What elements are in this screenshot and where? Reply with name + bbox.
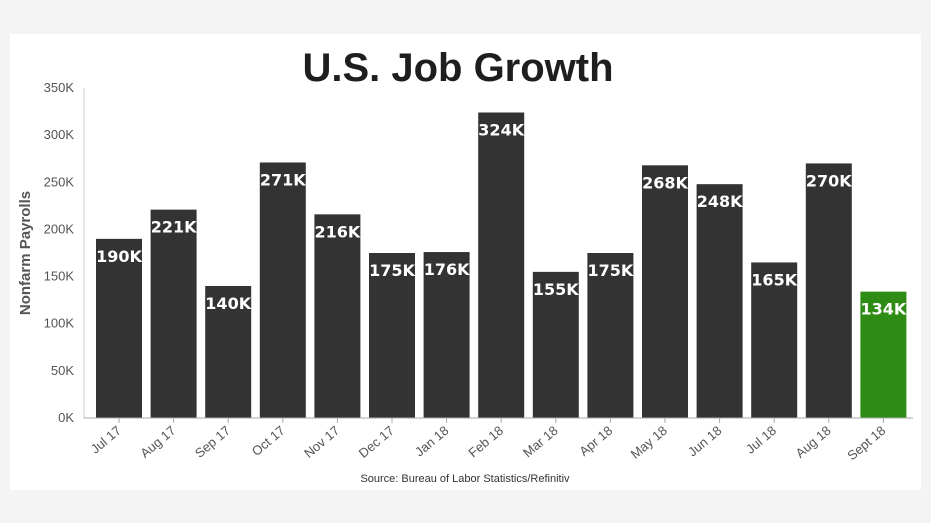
- bar-jul-17: [96, 238, 142, 418]
- bar-oct-17: [259, 162, 306, 418]
- bar-may-18: [642, 165, 688, 418]
- bar-aug-17: [150, 209, 197, 418]
- bar-sept-18: [860, 291, 907, 418]
- bar-apr-18: [587, 253, 634, 418]
- x-tick-label: May 18: [628, 423, 670, 462]
- chart-title: U.S. Job Growth: [302, 46, 613, 90]
- bar-feb-18: [478, 112, 525, 418]
- x-axis: Jul 17 Aug 17 Sep 17 Oct 17 Nov 17 Dec 17 Jan …: [84, 417, 913, 463]
- x-tick-label: Nov 17: [301, 423, 342, 461]
- bar-value-label: 190K: [96, 247, 142, 266]
- x-tick-label: Apr 18: [576, 423, 615, 459]
- bar-mar-18: [532, 271, 579, 418]
- x-tick-label: Sep 17: [192, 423, 233, 461]
- y-tick-label: 50K: [51, 363, 74, 378]
- x-tick-label: Aug 17: [137, 423, 178, 461]
- y-tick-label: 100K: [44, 316, 75, 331]
- bar-value-label: 175K: [369, 261, 415, 280]
- bars: 190K 221K 140K 271K 216K 175K 176K 324K 155K 175K…: [96, 112, 907, 418]
- y-tick-label: 200K: [44, 221, 75, 236]
- bar-value-label: 270K: [806, 171, 852, 190]
- source-note: Source: Bureau of Labor Statistics/Refin…: [360, 473, 570, 485]
- x-tick-label: Jun 18: [685, 423, 725, 460]
- bar-jul-18: [751, 262, 798, 418]
- bar-value-label: 324K: [478, 121, 524, 140]
- bar-jun-18: [696, 184, 743, 418]
- y-tick-label: 350K: [44, 80, 75, 95]
- x-tick-label: Mar 18: [520, 423, 561, 461]
- x-tick-label: Jul 17: [88, 423, 124, 457]
- chart-frame: U.S. Job Growth Nonfarm Payrolls 0K 50K 10…: [10, 34, 921, 490]
- bar-value-label: 268K: [642, 173, 688, 192]
- bar-value-label: 134K: [861, 300, 907, 319]
- bar-aug-18: [805, 163, 852, 418]
- bar-value-label: 140K: [205, 294, 251, 313]
- bar-value-label: 176K: [424, 260, 470, 279]
- x-tick-label: Oct 17: [249, 423, 288, 459]
- x-tick-label: Dec 17: [356, 423, 397, 461]
- x-tick-label: Jul 18: [743, 423, 779, 457]
- bar-value-label: 221K: [151, 218, 197, 237]
- bar-nov-17: [314, 214, 361, 418]
- bar-sep-17: [205, 286, 252, 418]
- x-tick-label: Feb 18: [465, 423, 506, 461]
- bar-dec-17: [369, 253, 415, 418]
- bar-value-label: 248K: [697, 192, 743, 211]
- bar-value-label: 175K: [588, 261, 634, 280]
- x-tick-label: Aug 18: [793, 423, 834, 461]
- y-axis: 0K 50K 100K 150K 200K 250K 300K 350K: [44, 80, 85, 425]
- bar-value-label: 165K: [751, 270, 797, 289]
- x-tick-label: Sept 18: [844, 423, 888, 463]
- y-tick-label: 250K: [44, 174, 75, 189]
- bar-value-label: 216K: [315, 222, 361, 241]
- bar-value-label: 271K: [260, 170, 306, 189]
- y-axis-label: Nonfarm Payrolls: [17, 191, 34, 315]
- x-tick-label: Jan 18: [412, 423, 452, 460]
- bar-value-label: 155K: [533, 280, 579, 299]
- y-tick-label: 0K: [58, 410, 74, 425]
- bar-chart: U.S. Job Growth Nonfarm Payrolls 0K 50K 10…: [17, 46, 913, 485]
- y-tick-label: 300K: [44, 127, 75, 142]
- y-tick-label: 150K: [44, 269, 75, 284]
- bar-jan-18: [423, 252, 470, 418]
